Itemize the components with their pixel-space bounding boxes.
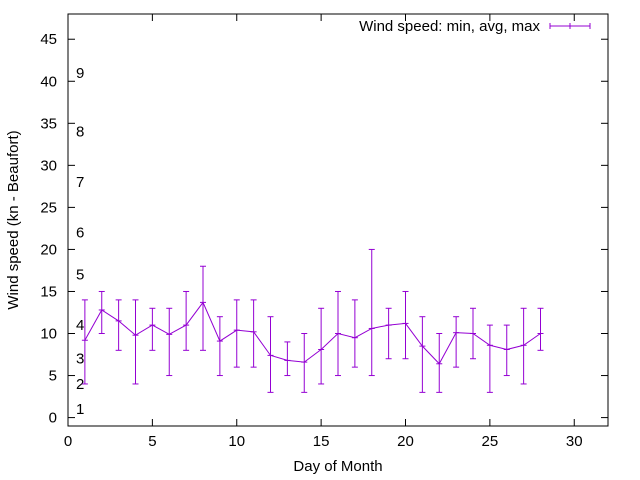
error-bar <box>250 299 257 368</box>
series-line <box>84 301 541 365</box>
x-tick-label: 15 <box>313 433 330 450</box>
legend-label: Wind speed: min, avg, max <box>359 18 540 35</box>
error-bar <box>503 324 510 377</box>
error-bar <box>470 307 476 360</box>
error-bar <box>132 299 139 385</box>
error-bar <box>233 299 240 368</box>
y-tick-label: 5 <box>49 368 57 385</box>
x-tick-label: 20 <box>397 433 414 450</box>
y-tick-label: 0 <box>49 410 57 427</box>
y-tick-label: 45 <box>40 31 57 48</box>
error-bar <box>98 290 105 335</box>
error-bar <box>301 333 308 393</box>
x-axis-label: Day of Month <box>293 458 382 475</box>
beaufort-label: 1 <box>76 401 84 418</box>
error-bar <box>318 307 325 385</box>
error-bar <box>436 333 443 393</box>
beaufort-label: 8 <box>76 124 84 141</box>
beaufort-label: 3 <box>76 351 84 368</box>
error-bar <box>216 316 223 377</box>
beaufort-label: 4 <box>76 317 84 334</box>
beaufort-label: 9 <box>76 65 84 82</box>
error-bar <box>284 341 291 377</box>
error-bar <box>149 307 156 351</box>
y-tick-label: 35 <box>40 115 57 132</box>
error-bar <box>520 307 527 385</box>
x-tick-label: 5 <box>148 433 156 450</box>
series-layer <box>81 248 544 393</box>
error-bar <box>267 316 274 393</box>
error-bar <box>486 324 493 393</box>
x-tick-label: 30 <box>566 433 583 450</box>
beaufort-label: 7 <box>76 174 84 191</box>
error-bar <box>419 316 426 393</box>
error-bar <box>115 299 122 351</box>
y-tick-label: 30 <box>40 157 57 174</box>
x-tick-label: 0 <box>64 433 72 450</box>
y-tick-label: 20 <box>40 241 57 258</box>
x-tick-labels: 0 5 10 15 20 25 30 <box>64 433 583 450</box>
y-tick-label: 15 <box>40 283 57 300</box>
y-tick-label: 10 <box>40 326 57 343</box>
error-bar <box>351 299 358 368</box>
x-tick-label: 25 <box>482 433 499 450</box>
error-bar <box>537 307 544 351</box>
error-bar <box>453 316 460 368</box>
error-bar <box>368 248 375 377</box>
tick-marks <box>67 14 608 426</box>
beaufort-label: 6 <box>76 225 84 242</box>
error-bar <box>402 290 409 360</box>
y-tick-label: 25 <box>40 199 57 216</box>
legend: Wind speed: min, avg, max <box>359 18 591 35</box>
error-bar <box>183 290 190 351</box>
error-bar <box>166 307 173 377</box>
beaufort-label: 5 <box>76 267 84 284</box>
beaufort-label: 2 <box>76 376 84 393</box>
error-bar <box>335 290 341 377</box>
error-bar <box>385 307 392 360</box>
x-tick-label: 10 <box>228 433 245 450</box>
y-axis-label: Wind speed (kn - Beaufort) <box>5 130 22 309</box>
error-bar <box>81 299 88 385</box>
plot-frame <box>67 13 609 427</box>
y-tick-labels: 0 5 10 15 20 25 30 35 40 45 <box>40 31 57 426</box>
y-tick-label: 40 <box>40 73 57 90</box>
beaufort-labels: 1 2 3 4 5 6 7 8 9 <box>76 65 84 418</box>
error-bar <box>200 265 206 351</box>
